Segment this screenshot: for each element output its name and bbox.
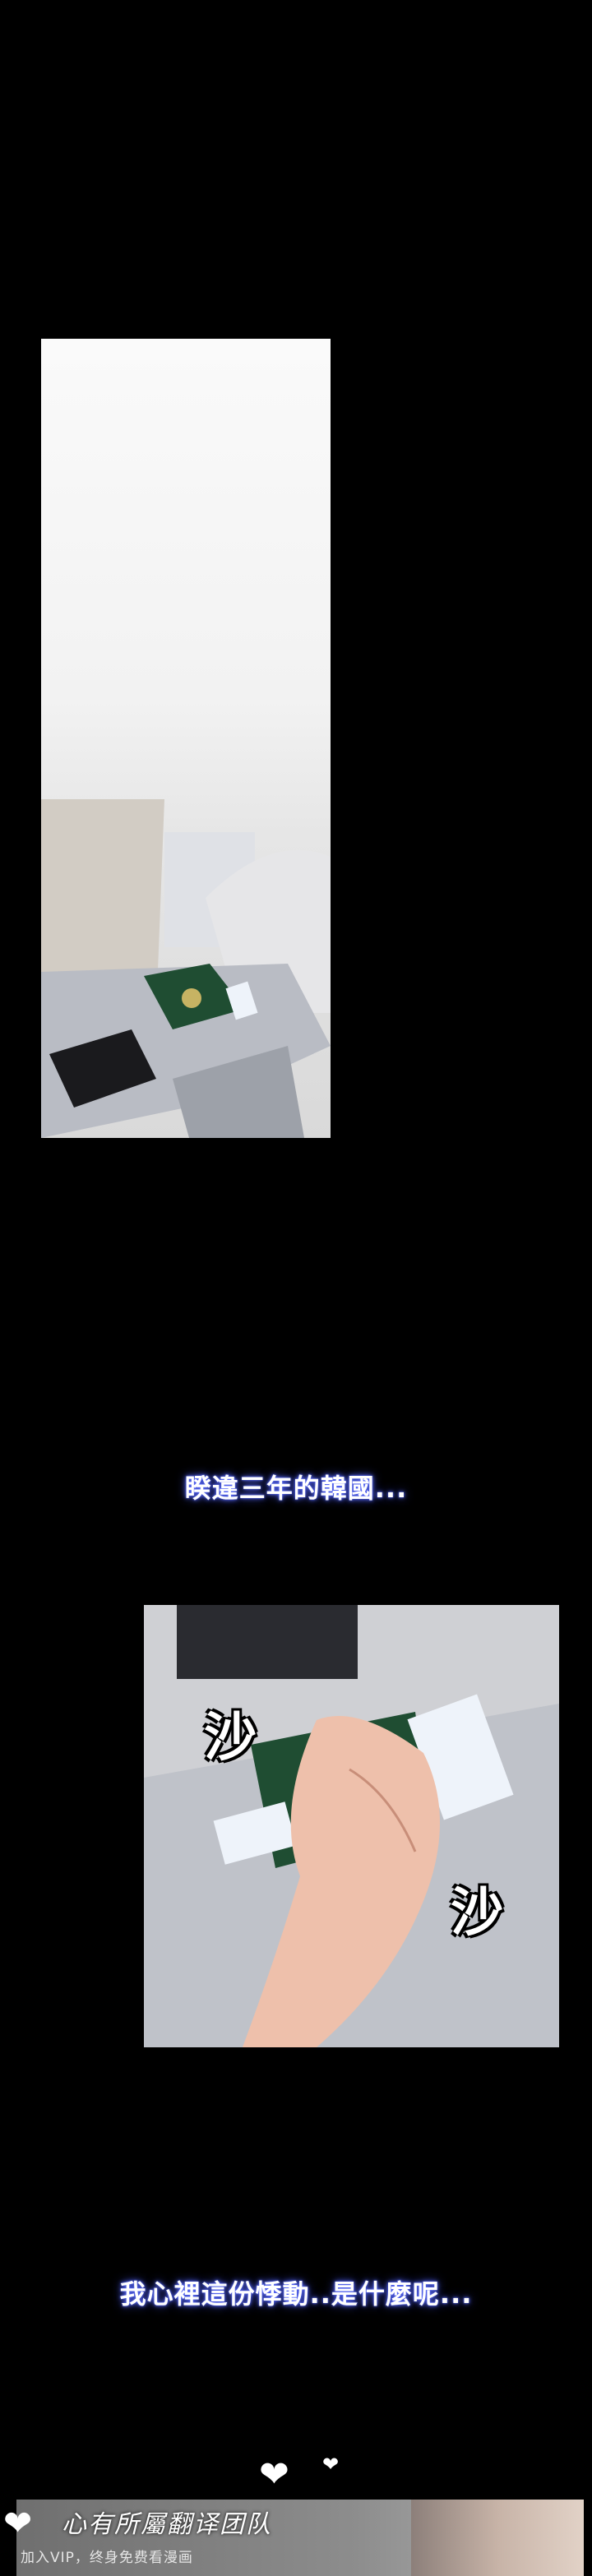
banner-heart-icon: ❤ (3, 2503, 33, 2543)
comic-panel-passport-nightstand (41, 339, 331, 1138)
boarding-ticket (225, 981, 258, 1020)
banner-portrait-image (411, 2500, 584, 2576)
boarding-ticket-small (213, 1801, 297, 1865)
heart-icon-small: ❤ (322, 2453, 340, 2476)
sound-effect-rustle-right: 沙 (451, 1883, 503, 1944)
nightstand-shadow (177, 1605, 358, 1679)
sound-effect-rustle-left: 沙 (204, 1708, 257, 1769)
panel-illustration (144, 1605, 559, 2047)
nightstand-drawer (173, 1046, 304, 1138)
comic-panel-hand-grabbing-passport (144, 1605, 559, 2047)
nightstand-top (41, 964, 331, 1138)
banner-subtitle: 加入VIP，终身免费看漫画 (21, 2550, 193, 2566)
banner-title: 心有所屬翻译团队 (62, 2510, 272, 2539)
panel-illustration (41, 799, 331, 1138)
hand (243, 1716, 440, 2047)
watermark-banner: 心有所屬翻译团队 加入VIP，终身免费看漫画 (16, 2500, 584, 2576)
passport-emblem (182, 988, 201, 1008)
hand-finger-line (349, 1768, 417, 1852)
caption-narration-second: 我心裡這份悸動..是什麼呢... (119, 2278, 473, 2310)
caption-narration-first: 睽違三年的韓國... (184, 1473, 408, 1504)
lamp-shade (41, 799, 164, 1013)
heart-icon: ❤ (259, 2453, 289, 2495)
phone-device (49, 1029, 156, 1108)
